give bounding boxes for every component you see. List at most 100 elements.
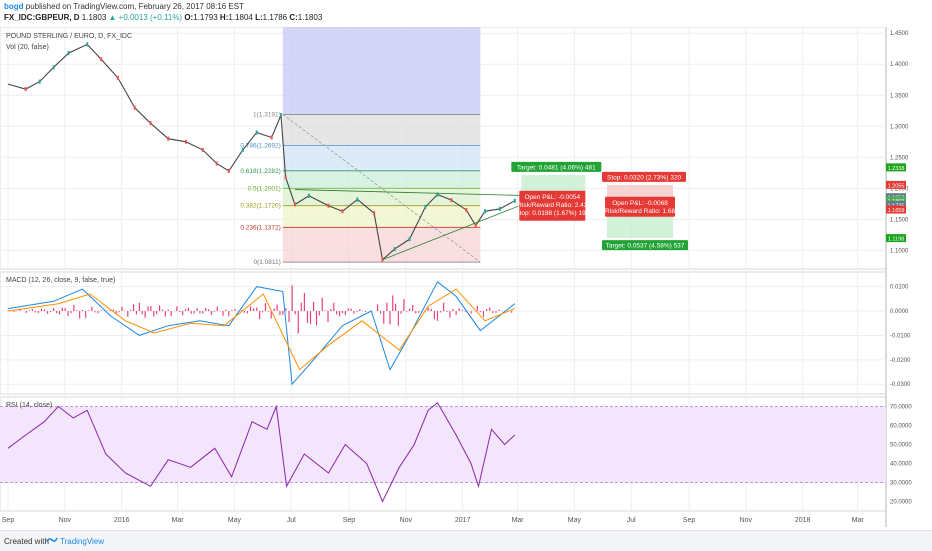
y-tick-label: -0.0200 [890, 358, 911, 364]
y-tick-label: -0.0300 [890, 382, 911, 388]
fib-level-label: 0.5(1.2001) [248, 185, 281, 192]
price-candle[interactable] [100, 57, 103, 62]
price-candle[interactable] [133, 105, 136, 110]
fib-zone[interactable] [282, 145, 481, 171]
price-candle[interactable] [498, 206, 501, 211]
resistance-trend-line[interactable] [294, 189, 536, 197]
price-pane[interactable]: 1.4500 1.4000 1.3500 1.3000 1.2500 1.2000 1.15… [0, 27, 909, 266]
price-candle[interactable] [215, 161, 218, 166]
price-candle[interactable] [279, 113, 282, 118]
price-candle[interactable] [167, 136, 170, 141]
short-stop-label-bg[interactable] [602, 171, 687, 182]
high-label: H: [219, 13, 229, 22]
long-target-label: Target: 0.0481 (4.06%) 481 [517, 164, 596, 171]
fib-level-label: 0(1.0811) [253, 259, 280, 266]
price-candle[interactable] [424, 204, 427, 209]
symbol-label[interactable]: FX_IDC:GBPEUR, D [4, 13, 80, 22]
price-candle[interactable] [450, 198, 453, 203]
y-tick-label: 1.3000 [890, 124, 909, 130]
price-candle[interactable] [184, 139, 187, 144]
price-candle[interactable] [436, 192, 439, 197]
price-candle[interactable] [474, 223, 477, 228]
price-tag-bg [886, 180, 906, 189]
x-tick-label: Nov [400, 517, 413, 524]
short-target-label-bg[interactable] [602, 240, 689, 251]
fib-trend-line[interactable] [282, 114, 481, 263]
macd-pane[interactable]: 0.0100 0.0000 -0.0100 -0.0200 -0.0300 MACD (1… [0, 277, 911, 388]
y-tick-label: 30.0000 [890, 481, 912, 487]
price-candle[interactable] [149, 121, 152, 126]
x-tick-label: 2017 [455, 517, 471, 524]
price-candle[interactable] [52, 65, 55, 70]
symbol-line: FX_IDC:GBPEUR, D 1.1803 ▲ +0.0013 (+0.11… [4, 13, 322, 23]
long-stop-label: Stop: 0.0198 (1.67%) 198 [515, 210, 589, 217]
y-tick-label: -0.0100 [890, 333, 911, 339]
price-candle[interactable] [373, 211, 376, 216]
fib-level-label: 1(1.3191) [253, 111, 281, 118]
price-candle[interactable] [270, 135, 273, 140]
price-candle[interactable] [86, 42, 89, 47]
price-candle[interactable] [356, 197, 359, 202]
published-text: published on TradingView.com, February 2… [25, 2, 244, 11]
author-link[interactable]: bogd [4, 2, 24, 11]
x-tick-label: May [228, 517, 242, 524]
price-candle[interactable] [284, 175, 287, 180]
long-target-label-bg[interactable] [511, 161, 602, 172]
chart-header: bogd published on TradingView.com, Febru… [0, 0, 932, 28]
price-candle[interactable] [381, 257, 384, 262]
price-candle[interactable] [24, 87, 27, 92]
price-candle[interactable] [513, 198, 516, 203]
long-pnl-box[interactable] [519, 190, 586, 221]
rsi-pane[interactable]: 70.0000 60.0000 50.0000 40.0000 30.0000 20.00… [0, 401, 912, 506]
date-range-box[interactable] [282, 27, 481, 115]
rsi-band [0, 406, 886, 483]
x-tick-label: Nov [59, 517, 72, 524]
tradingview-link[interactable]: TradingView [60, 537, 105, 546]
close-label: C: [289, 13, 298, 22]
price-candle[interactable] [116, 75, 119, 80]
price-candle[interactable] [241, 147, 244, 152]
price-candle[interactable] [307, 193, 310, 198]
x-tick-label: Sep [343, 517, 356, 524]
chart-canvas[interactable]: 1.4500 1.4000 1.3500 1.3000 1.2500 1.2000 1.15… [0, 27, 932, 530]
x-tick-label: Sep [683, 517, 696, 524]
fib-zone[interactable] [282, 170, 481, 189]
short-pnl-box[interactable] [605, 196, 676, 217]
footer-bar: Created with TradingView [0, 530, 932, 551]
short-rr-ratio: Risk/Reward Ratio: 1.68 [605, 208, 675, 215]
macd-line[interactable] [7, 281, 516, 386]
price-tag-bg [886, 163, 906, 172]
y-tick-label: 40.0000 [890, 462, 912, 468]
macd-pane-title: MACD (12, 26, close, 9, false, true) [6, 277, 115, 284]
fib-zone[interactable] [282, 205, 481, 228]
price-candle[interactable] [483, 209, 486, 214]
price-candle[interactable] [393, 247, 396, 252]
fib-level-label: 0.236(1.1372) [240, 224, 280, 231]
y-tick-label: 1.4000 [890, 62, 909, 68]
price-candle[interactable] [38, 79, 41, 84]
short-open-pnl: Open P&L: -0.0068 [612, 200, 668, 207]
price-candle[interactable] [408, 237, 411, 242]
fib-zone[interactable] [282, 114, 481, 146]
price-candle[interactable] [327, 203, 330, 208]
price-candle[interactable] [293, 202, 296, 207]
tradingview-logo-icon[interactable] [46, 535, 58, 545]
x-axis: Sep Nov 2016 Mar May Jul Sep Nov 2017 Mar May Jul Se… [2, 517, 865, 524]
y-tick-label: 1.2000 [890, 186, 909, 192]
signal-line[interactable] [7, 288, 515, 371]
price-candle[interactable] [465, 208, 468, 213]
support-trend-line[interactable] [382, 199, 536, 261]
price-tag-bg [886, 234, 906, 243]
y-tick-label: 70.0000 [890, 405, 912, 411]
price-tag-bg [886, 196, 906, 205]
x-tick-label: Mar [512, 517, 525, 524]
price-candle[interactable] [255, 130, 258, 135]
price-candle[interactable] [341, 209, 344, 214]
x-tick-label: 2016 [114, 517, 130, 524]
pane-frame-1 [0, 271, 887, 395]
rsi-line[interactable] [7, 401, 516, 503]
price-candle[interactable] [227, 168, 230, 173]
price-candle[interactable] [67, 51, 70, 56]
price-candle[interactable] [201, 147, 204, 152]
x-tick-label: 2018 [795, 517, 811, 524]
